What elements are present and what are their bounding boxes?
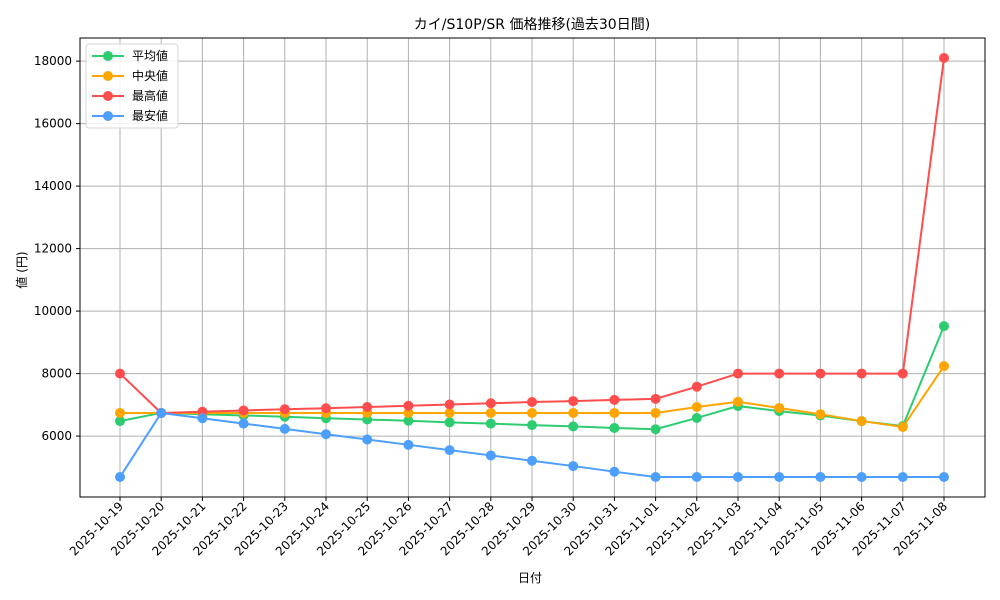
data-point [939,321,949,332]
data-point [856,368,867,379]
data-point [444,407,455,418]
data-point [527,407,537,418]
data-point [279,404,290,415]
data-point [403,415,414,426]
data-point [897,368,908,379]
data-point [444,417,455,428]
legend-label: 平均値 [132,48,168,63]
y-axis-ticks: 6000 8000 10000 12000 14000 16000 18000 [34,54,80,443]
chart-title: カイ/S10P/SR 価格推移(過去30日間) [414,17,650,33]
data-point [897,472,908,483]
y-tick-label: 18000 [34,54,72,68]
data-point [609,422,620,433]
legend-label: 最安値 [132,108,168,123]
series-3 [115,407,949,483]
data-point [897,422,908,433]
data-point [609,394,620,405]
data-point [650,393,661,404]
data-point [650,424,661,435]
data-point [321,429,331,440]
x-axis-title: 日付 [518,571,542,585]
data-point [115,407,125,418]
data-point [362,402,373,413]
y-tick-label: 16000 [34,117,72,131]
data-point [527,420,537,431]
data-point [568,461,579,472]
data-point [691,381,702,392]
data-point [485,418,496,429]
data-point [115,416,125,427]
y-tick-label: 12000 [34,242,72,256]
data-point [568,407,579,418]
y-tick-label: 14000 [34,179,72,193]
data-point [403,400,414,411]
data-point [733,368,743,379]
y-tick-label: 6000 [41,429,72,443]
y-tick-label: 8000 [41,367,72,381]
y-tick-label: 10000 [34,304,72,318]
data-point [321,403,331,414]
series-lines [115,52,949,483]
data-point [691,412,702,423]
data-point [609,466,620,477]
data-point [485,450,496,461]
data-point [444,399,455,410]
data-point [856,416,867,427]
legend-label: 中央値 [132,68,168,83]
legend-marker [103,51,113,61]
data-point [691,402,702,413]
data-point [609,407,620,418]
data-point [650,407,661,418]
data-point [650,472,661,483]
legend-marker [103,71,113,81]
data-point [939,472,949,483]
data-point [238,418,249,429]
data-point [279,423,290,434]
legend-box [85,43,179,129]
x-axis-ticks: 2025-10-192025-10-202025-10-212025-10-22… [67,497,950,558]
data-point [815,472,826,483]
data-point [527,397,537,408]
data-point [939,361,949,372]
data-point [238,405,249,416]
data-point [197,413,208,424]
data-point [939,52,949,63]
data-point [815,409,826,420]
data-point [568,396,579,407]
data-point [115,472,125,483]
data-point [485,407,496,418]
legend-label: 最高値 [132,88,168,103]
data-point [774,368,785,379]
legend-marker [103,91,113,101]
data-point [115,368,125,379]
data-point [403,439,414,450]
data-point [733,472,743,483]
data-point [362,434,373,445]
data-point [568,421,579,432]
data-point [403,407,414,418]
data-point [815,368,826,379]
data-point [485,398,496,409]
data-point [691,472,702,483]
y-axis-title: 値 (円) [14,251,29,288]
data-point [444,445,455,456]
data-point [156,407,167,418]
data-point [527,455,537,466]
data-point [856,472,867,483]
data-point [774,402,785,413]
legend-marker [103,111,113,121]
data-point [733,396,743,407]
data-point [774,472,785,483]
